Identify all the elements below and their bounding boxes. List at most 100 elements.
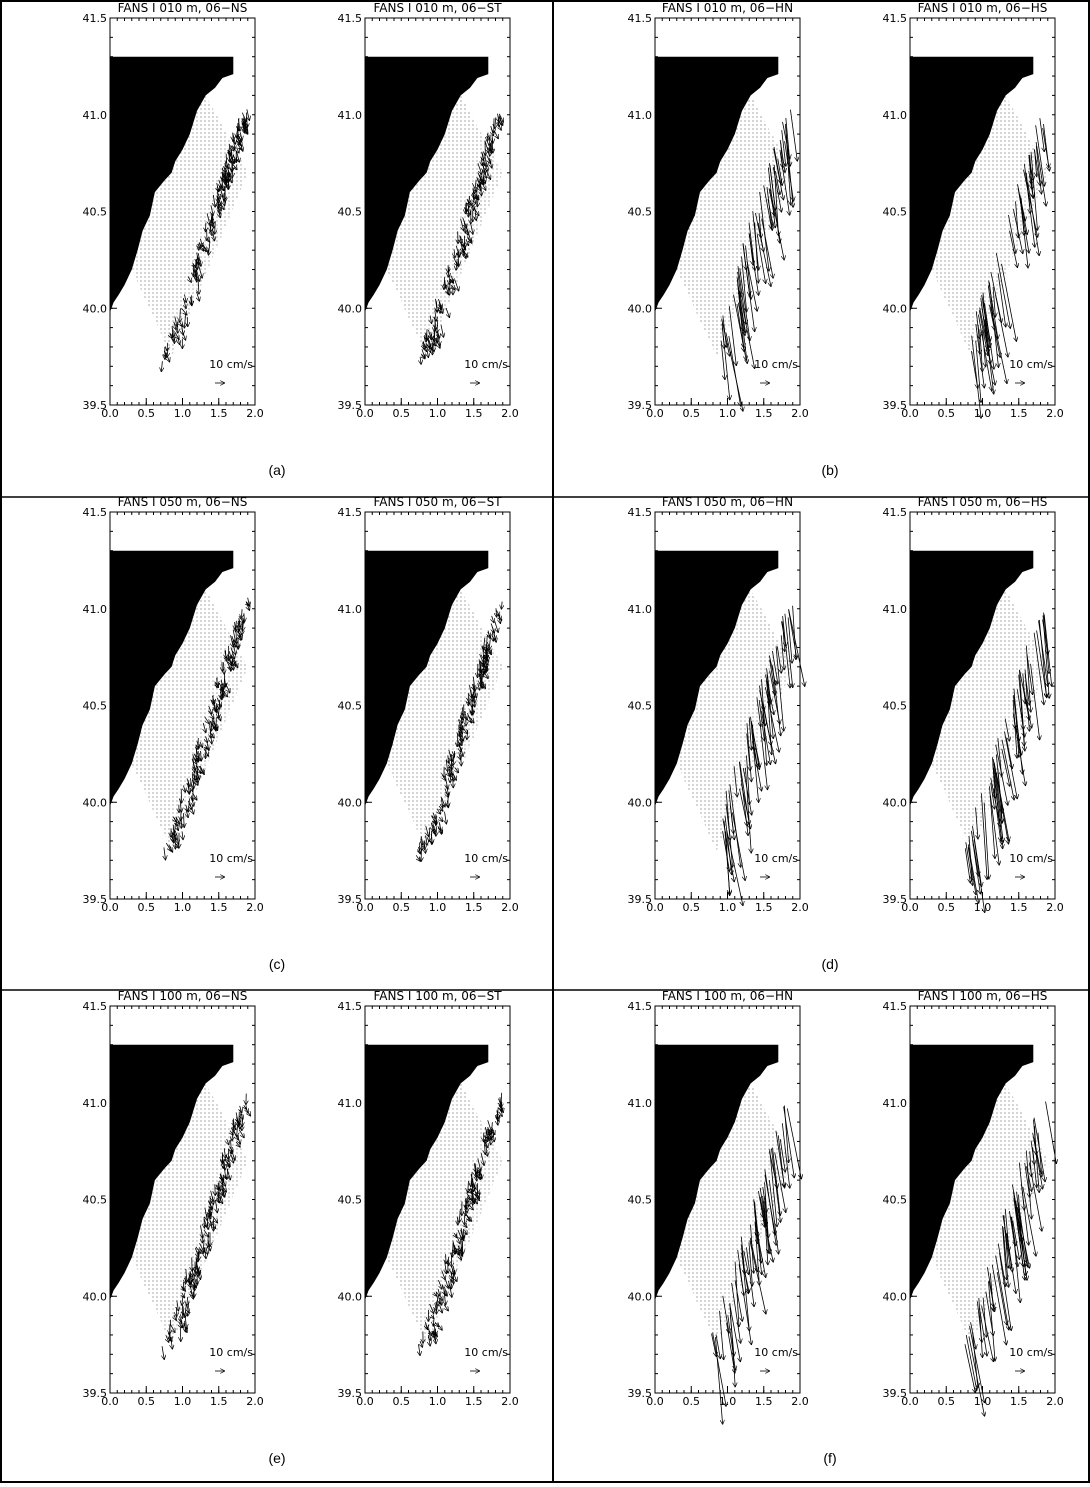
current-arrow <box>495 621 499 632</box>
current-arrow <box>499 1112 503 1117</box>
panel-label: (f) <box>823 1450 836 1466</box>
panel-label: (a) <box>268 462 285 478</box>
current-arrow <box>446 308 450 318</box>
x-tick-label: 1.0 <box>429 407 447 420</box>
y-tick-label: 41.0 <box>883 1097 908 1110</box>
x-tick-label: 1.0 <box>974 407 992 420</box>
x-tick-label: 1.0 <box>174 901 192 914</box>
scale-label: 10 cm/s <box>1009 1346 1053 1359</box>
x-tick-label: 1.0 <box>429 901 447 914</box>
current-arrow <box>439 817 443 822</box>
current-arrow <box>416 855 420 861</box>
y-tick-label: 41.0 <box>83 109 108 122</box>
current-arrow <box>790 110 797 162</box>
y-tick-label: 41.5 <box>83 1000 108 1013</box>
x-tick-label: 0.5 <box>683 901 701 914</box>
y-tick-label: 40.5 <box>338 206 363 219</box>
chart-title: FANS I 050 m, 06−HS <box>918 495 1048 509</box>
y-tick-label: 40.5 <box>883 206 908 219</box>
chart-title: FANS I 100 m, 06−ST <box>373 989 502 1003</box>
current-arrow <box>728 1315 736 1370</box>
x-tick-label: 0.5 <box>138 1395 156 1408</box>
current-arrow <box>180 1327 181 1342</box>
y-tick-label: 41.5 <box>83 12 108 25</box>
x-tick-label: 1.0 <box>719 407 737 420</box>
x-tick-label: 2.0 <box>246 901 264 914</box>
y-tick-label: 40.0 <box>83 796 108 809</box>
x-tick-label: 1.0 <box>174 407 192 420</box>
current-arrow <box>491 126 494 136</box>
current-arrow <box>418 1344 420 1356</box>
x-tick-label: 1.5 <box>755 901 773 914</box>
x-tick-label: 2.0 <box>501 407 519 420</box>
current-arrow <box>221 688 222 699</box>
current-arrow <box>161 361 162 372</box>
x-tick-label: 2.0 <box>246 407 264 420</box>
current-arrow <box>193 787 194 801</box>
current-arrow <box>162 1346 164 1360</box>
current-arrow <box>244 613 245 622</box>
x-tick-label: 1.0 <box>974 1395 992 1408</box>
chart-title: FANS I 100 m, 06−HN <box>662 989 793 1003</box>
scale-label: 10 cm/s <box>209 1346 253 1359</box>
current-arrow <box>420 1341 423 1347</box>
y-tick-label: 41.0 <box>338 109 363 122</box>
y-tick-label: 40.5 <box>83 206 108 219</box>
x-tick-label: 2.0 <box>1046 1395 1064 1408</box>
y-tick-label: 39.5 <box>883 1387 908 1400</box>
x-tick-label: 2.0 <box>1046 407 1064 420</box>
panel-label: (b) <box>821 462 838 478</box>
y-tick-label: 40.5 <box>83 700 108 713</box>
current-arrow <box>496 608 497 617</box>
current-arrow <box>164 847 166 860</box>
x-tick-label: 2.0 <box>791 1395 809 1408</box>
x-tick-label: 0.5 <box>683 407 701 420</box>
y-tick-label: 41.0 <box>883 109 908 122</box>
x-tick-label: 1.5 <box>755 407 773 420</box>
x-tick-label: 2.0 <box>1046 901 1064 914</box>
current-arrow <box>488 631 490 639</box>
y-tick-label: 41.0 <box>83 603 108 616</box>
scale-label: 10 cm/s <box>754 358 798 371</box>
x-tick-label: 1.5 <box>465 407 483 420</box>
y-tick-label: 41.0 <box>883 603 908 616</box>
y-tick-label: 40.0 <box>883 1290 908 1303</box>
y-tick-label: 40.5 <box>83 1194 108 1207</box>
x-tick-label: 1.5 <box>465 901 483 914</box>
y-tick-label: 41.5 <box>338 506 363 519</box>
y-tick-label: 40.5 <box>628 700 653 713</box>
y-tick-label: 40.5 <box>883 700 908 713</box>
current-arrow <box>497 122 501 130</box>
x-tick-label: 1.5 <box>1010 901 1028 914</box>
x-tick-label: 0.5 <box>938 1395 956 1408</box>
current-arrow <box>237 1117 238 1126</box>
x-tick-label: 2.0 <box>501 901 519 914</box>
x-tick-label: 0.5 <box>393 1395 411 1408</box>
y-tick-label: 41.0 <box>628 109 653 122</box>
x-tick-label: 0.5 <box>938 901 956 914</box>
scale-label: 10 cm/s <box>209 358 253 371</box>
y-tick-label: 39.5 <box>338 893 363 906</box>
current-arrow <box>492 616 494 623</box>
x-tick-label: 1.0 <box>974 901 992 914</box>
current-arrow <box>185 1321 186 1332</box>
y-tick-label: 40.5 <box>628 1194 653 1207</box>
current-arrow <box>434 331 435 346</box>
y-tick-label: 40.0 <box>628 302 653 315</box>
x-tick-label: 1.5 <box>210 901 228 914</box>
panel-label: (d) <box>821 956 838 972</box>
x-tick-label: 2.0 <box>246 1395 264 1408</box>
chart-title: FANS I 010 m, 06−ST <box>373 1 502 15</box>
y-tick-label: 41.5 <box>338 1000 363 1013</box>
x-tick-label: 0.5 <box>138 407 156 420</box>
chart-title: FANS I 050 m, 06−ST <box>373 495 502 509</box>
current-arrow <box>501 602 502 610</box>
